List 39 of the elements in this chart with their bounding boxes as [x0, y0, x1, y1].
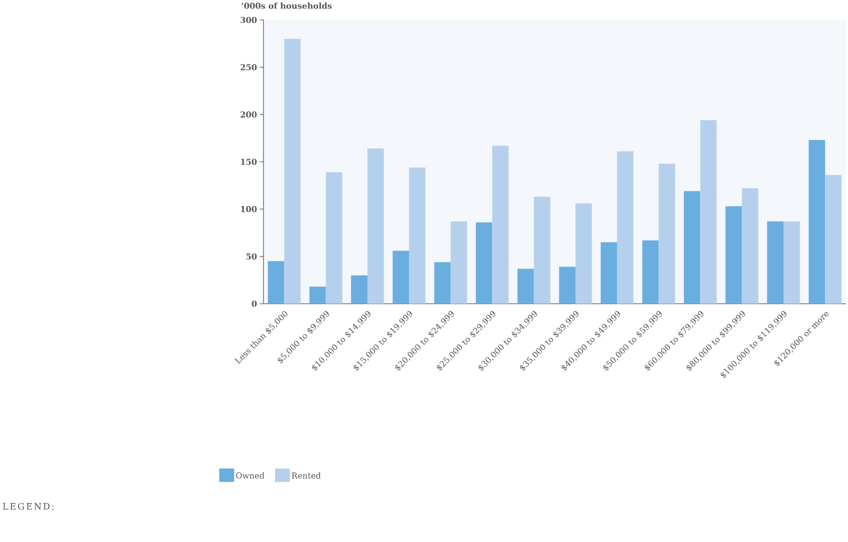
- bar: [284, 38, 301, 304]
- bar: [309, 286, 326, 304]
- y-tick-label: 0: [252, 300, 257, 307]
- bar: [783, 221, 800, 304]
- legend-label: Owned: [236, 472, 264, 479]
- bar: [392, 250, 410, 304]
- legend-label: Rented: [292, 472, 321, 479]
- bar: [409, 167, 426, 304]
- bar: [642, 240, 659, 304]
- bar: [600, 242, 618, 304]
- y-tick-label: 250: [240, 64, 257, 70]
- bar: [825, 175, 842, 304]
- bar: [326, 172, 342, 304]
- bar: [808, 140, 826, 304]
- bar: [268, 261, 284, 304]
- bar: [351, 275, 368, 304]
- legend-title: LEGEND:: [2, 502, 54, 510]
- bar: [534, 196, 550, 304]
- bar: [450, 221, 468, 304]
- bar: [367, 148, 384, 304]
- bar: [434, 262, 451, 304]
- bar: [767, 221, 784, 304]
- bar: [617, 151, 634, 304]
- bar: [575, 203, 592, 304]
- bar: [742, 188, 758, 304]
- bar: [517, 268, 534, 304]
- bar: [700, 120, 717, 304]
- bar: [658, 164, 676, 304]
- y-tick-label: 100: [241, 206, 257, 212]
- y-tick-label: 300: [240, 16, 257, 23]
- bar: [476, 222, 492, 304]
- bar: [492, 146, 509, 304]
- bar: [559, 266, 576, 304]
- bar: [684, 191, 700, 304]
- y-tick-label: 50: [246, 253, 257, 260]
- y-tick-label: 150: [241, 158, 257, 165]
- y-tick-label: 200: [240, 111, 257, 118]
- bar: [726, 206, 742, 304]
- y-axis-title: ’000s of households: [241, 2, 332, 9]
